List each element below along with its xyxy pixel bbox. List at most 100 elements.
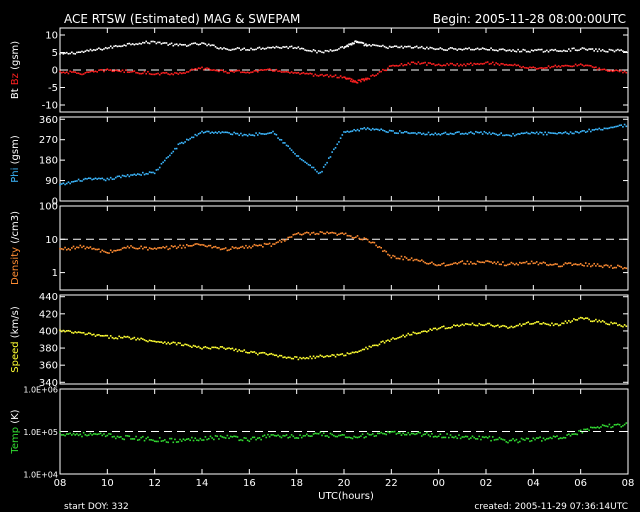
data-point-speed xyxy=(150,340,153,342)
data-point-bt xyxy=(79,51,82,54)
data-point-temp xyxy=(250,438,252,440)
data-point-temp xyxy=(383,432,386,435)
data-point-temp xyxy=(196,439,198,442)
x-tick-label: 22 xyxy=(385,478,398,489)
data-point-speed xyxy=(491,325,494,327)
data-point-density xyxy=(351,236,354,239)
data-point-phi xyxy=(126,174,129,176)
data-point-bz xyxy=(432,63,435,65)
data-point-speed xyxy=(424,330,426,332)
data-point-bt xyxy=(344,46,346,48)
data-point-density xyxy=(155,248,158,250)
data-point-speed xyxy=(554,323,557,325)
data-point-temp xyxy=(182,438,185,440)
data-point-phi xyxy=(206,130,208,133)
data-point-bz xyxy=(469,62,472,64)
data-point-bt xyxy=(544,50,546,53)
data-point-temp xyxy=(202,439,205,441)
data-point-temp xyxy=(87,434,90,436)
data-point-bz xyxy=(98,69,100,72)
data-point-bt xyxy=(618,49,621,52)
data-point-phi xyxy=(59,183,61,186)
data-point-temp xyxy=(483,436,486,439)
data-point-phi xyxy=(625,125,628,128)
data-point-speed xyxy=(569,321,572,324)
data-point-temp xyxy=(564,437,567,439)
data-point-phi xyxy=(412,132,415,134)
data-point-temp xyxy=(422,433,425,436)
data-point-bt xyxy=(233,48,235,51)
data-point-density xyxy=(556,263,558,265)
data-point-phi xyxy=(466,133,469,135)
data-point-speed xyxy=(500,325,503,328)
data-point-bt xyxy=(74,53,77,55)
data-point-density xyxy=(349,235,352,237)
data-point-density xyxy=(343,233,345,236)
data-point-bz xyxy=(601,68,604,71)
data-point-bz xyxy=(153,73,156,76)
data-point-bz xyxy=(86,71,88,73)
data-point-temp xyxy=(152,439,154,442)
data-point-speed xyxy=(219,346,222,348)
data-point-density xyxy=(255,244,257,247)
data-point-speed xyxy=(69,330,71,333)
data-point-bt xyxy=(463,48,465,51)
data-point-speed xyxy=(191,346,193,349)
data-point-speed xyxy=(167,341,169,344)
y-tick-label-mag: 10 xyxy=(45,31,58,42)
data-point-speed xyxy=(522,323,524,325)
data-point-speed xyxy=(238,349,240,351)
y-tick-label-phi: 90 xyxy=(45,176,58,187)
data-point-temp xyxy=(574,433,577,435)
y-axis-label-part-temp-1: (K) xyxy=(10,409,21,427)
data-point-density xyxy=(157,247,159,249)
data-point-phi xyxy=(417,131,420,134)
data-point-temp xyxy=(623,423,626,426)
data-point-bz xyxy=(345,78,348,80)
data-point-bz xyxy=(304,72,306,75)
data-point-temp xyxy=(103,433,105,435)
data-point-bz xyxy=(414,62,416,65)
data-point-phi xyxy=(179,142,181,145)
data-point-density xyxy=(207,244,210,247)
data-point-density xyxy=(231,246,234,248)
data-point-temp xyxy=(322,432,325,434)
data-point-density xyxy=(520,262,523,265)
data-point-bt xyxy=(407,45,410,48)
data-point-bz xyxy=(456,63,459,65)
data-point-speed xyxy=(326,354,328,357)
data-point-density xyxy=(353,236,355,239)
data-point-temp xyxy=(591,426,594,429)
data-point-phi xyxy=(491,132,494,134)
data-point-bz xyxy=(67,72,70,75)
data-point-speed xyxy=(116,337,119,340)
data-point-density xyxy=(150,247,153,250)
data-point-temp xyxy=(175,441,178,443)
data-point-bt xyxy=(562,49,565,52)
data-point-bz xyxy=(473,62,475,65)
data-point-bz xyxy=(439,64,442,67)
data-point-speed xyxy=(311,357,313,360)
data-point-density xyxy=(221,248,224,250)
data-point-temp xyxy=(289,436,291,438)
data-point-speed xyxy=(603,321,606,323)
data-point-temp xyxy=(319,431,322,434)
data-point-phi xyxy=(426,133,428,136)
data-point-phi xyxy=(561,132,563,135)
data-point-phi xyxy=(98,177,100,180)
data-point-temp xyxy=(515,438,518,441)
data-point-phi xyxy=(280,139,283,141)
data-point-speed xyxy=(437,327,440,330)
data-point-bt xyxy=(458,48,460,50)
data-point-bz xyxy=(405,64,408,66)
data-point-speed xyxy=(568,319,570,322)
data-point-density xyxy=(600,265,602,267)
data-point-bz xyxy=(552,65,555,68)
data-point-bt xyxy=(297,46,300,48)
data-point-bt xyxy=(304,49,306,51)
data-point-density xyxy=(179,244,181,247)
data-point-bz xyxy=(524,66,526,69)
data-point-temp xyxy=(121,438,124,440)
data-point-temp xyxy=(348,436,350,439)
data-point-density xyxy=(497,261,499,263)
